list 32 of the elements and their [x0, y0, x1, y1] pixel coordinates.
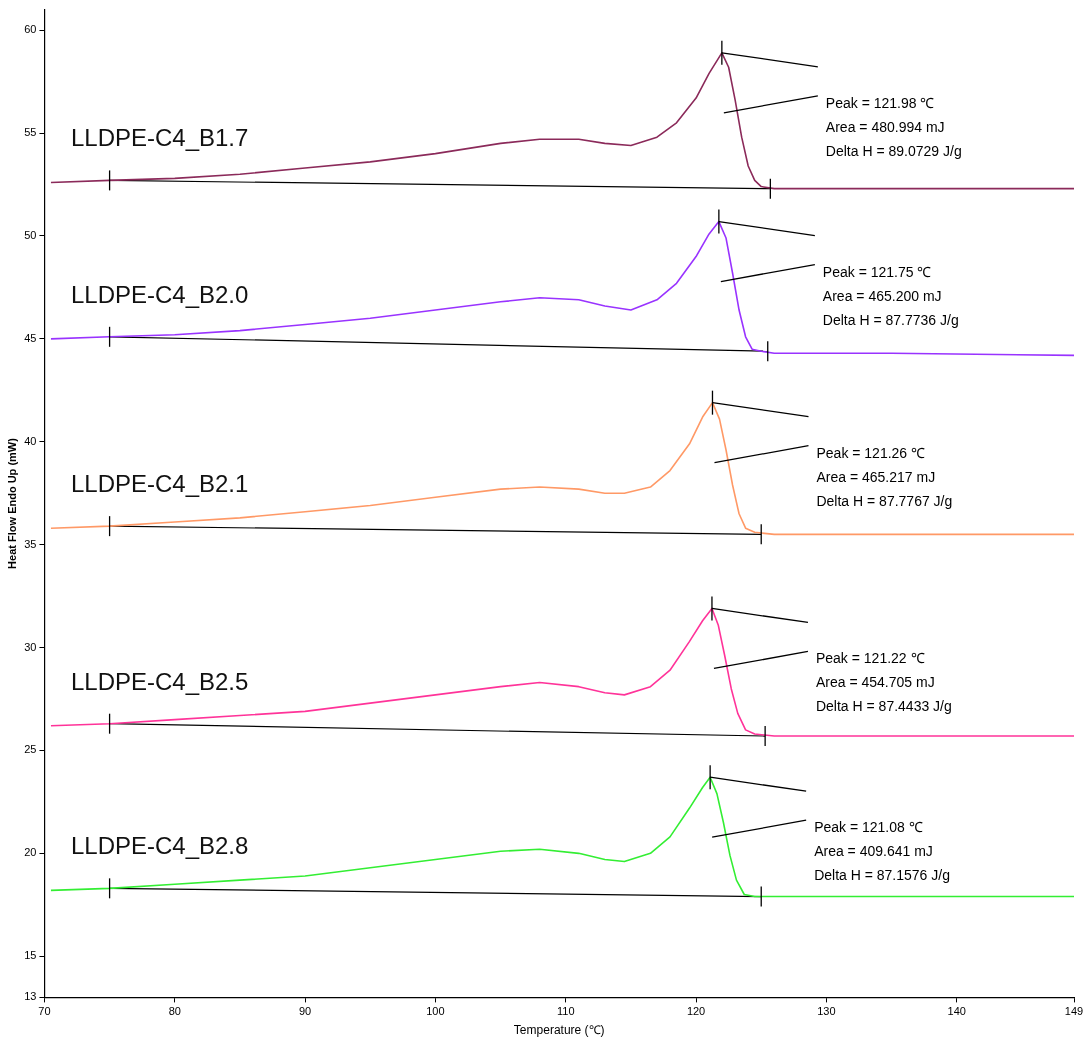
annotation: Peak = 121.22 ℃ Area = 454.705 mJ Delta H = 87.4433 J/g [815, 649, 952, 717]
x-tick-label: 90 [298, 1005, 312, 1018]
series-label: LLDPE-C4_B2.8 [70, 832, 249, 860]
y-tick-label: 35 [24, 537, 37, 550]
annotation: Peak = 121.75 ℃ Area = 465.200 mJ Delta H = 87.7736 J/g [822, 262, 959, 330]
y-tick-label: 20 [24, 846, 37, 859]
series-label: LLDPE-C4_B1.7 [70, 124, 249, 152]
series-label: LLDPE-C4_B2.0 [70, 280, 249, 308]
y-tick-label: 60 [24, 23, 37, 36]
y-tick-label: 45 [24, 331, 37, 344]
series-label: LLDPE-C4_B2.5 [70, 667, 249, 695]
y-tick-label: 40 [24, 434, 37, 447]
y-tick-label: 55 [24, 126, 37, 139]
y-tick-label: 50 [24, 229, 37, 241]
x-tick-label: 100 [426, 1005, 445, 1018]
annotation: Peak = 121.08 ℃ Area = 409.641 mJ Delta H = 87.1576 J/g [814, 818, 950, 886]
y-tick-label: 25 [24, 743, 37, 756]
y-tick-label: 15 [24, 949, 37, 962]
x-tick-label: 130 [817, 1005, 836, 1018]
x-tick-label: 110 [556, 1005, 575, 1018]
x-tick-label: 149 [1064, 1005, 1084, 1018]
x-tick-label: 80 [168, 1005, 181, 1018]
x-tick-label: 120 [686, 1005, 706, 1018]
annotation: Peak = 121.26 ℃ Area = 465.217 mJ Delta H = 87.7767 J/g [816, 443, 953, 511]
annotation: Peak = 121.98 ℃ Area = 480.994 mJ Delta H = 89.0729 J/g [825, 93, 962, 161]
y-tick-label: 30 [24, 640, 37, 653]
x-axis-title: Temperature (℃) [513, 1023, 605, 1038]
x-tick-label: 140 [947, 1005, 966, 1018]
y-tick-label: 13 [24, 990, 37, 1003]
series-label: LLDPE-C4_B2.1 [70, 470, 249, 498]
y-axis-title: Heat Flow Endo Up (mW) [5, 437, 18, 569]
x-tick-label: 70 [38, 1005, 51, 1018]
